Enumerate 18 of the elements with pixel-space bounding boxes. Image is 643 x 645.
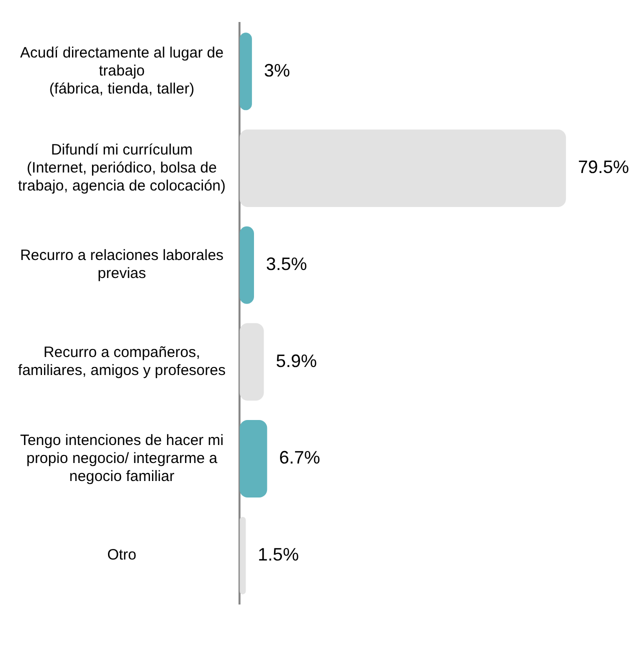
y-tick-label: Otro [107, 546, 136, 564]
y-tick-label: Difundí mi currículum (Internet, periódico, bolsa de trabajo, agencia de colocación) [18, 141, 226, 194]
y-tick-label: Recurro a relaciones laborales previas [20, 247, 224, 282]
bar [240, 130, 566, 207]
data-label: 3.5% [266, 254, 308, 274]
data-label: 6.7% [279, 448, 320, 468]
y-tick-label: Recurro a compañeros, familiares, amigos y profesores [18, 344, 226, 380]
data-label: 79.5% [578, 157, 629, 178]
data-label: 1.5% [258, 544, 299, 565]
bar [240, 226, 254, 304]
bar [240, 32, 252, 110]
y-tick-label: Acudí directamente al lugar de trabajo (fábrica, tienda, taller) [20, 44, 224, 98]
data-label: 5.9% [276, 350, 317, 371]
bar [240, 420, 268, 498]
bar [240, 323, 264, 401]
bar [240, 516, 246, 594]
y-tick-label: Tengo intenciones de hacer mi propio negocio/ integrarme a negocio familiar [20, 432, 224, 485]
data-label: 3% [264, 60, 290, 80]
